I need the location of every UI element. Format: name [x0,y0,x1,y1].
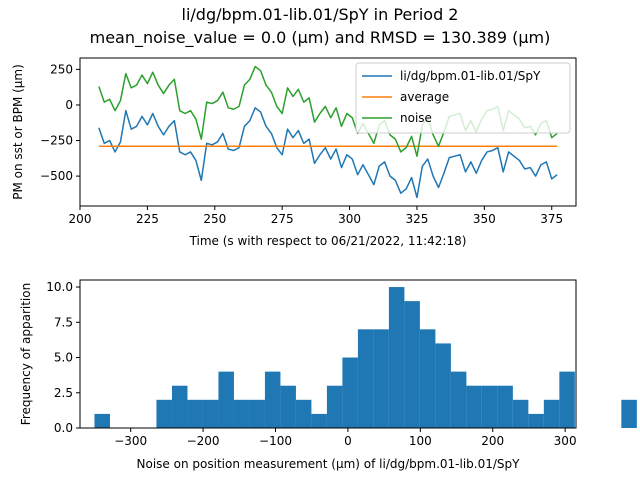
histogram-y-label: Frequency of apparition [19,283,33,425]
time-series-y-ticks: −500 −250 0 250 [40,62,80,183]
histogram-bar [373,329,389,428]
x-tick-label: 200 [69,212,92,226]
histogram-bar [404,301,420,428]
y-tick-label: 10.0 [46,280,73,294]
histogram-bar [357,329,374,428]
time-series-y-label: PM on sst or BPM (μm) [11,64,25,200]
y-tick-label: 0.0 [54,421,73,435]
x-tick-label: −200 [187,434,220,448]
histogram-bar [171,385,188,428]
figure-title-line1: li/dg/bpm.01-lib.01/SpY in Period 2 [182,5,459,24]
time-series-legend: li/dg/bpm.01-lib.01/SpY average noise [355,62,571,134]
histogram-bar [187,399,203,428]
y-tick-label: 0 [65,98,73,112]
y-tick-label: 7.5 [54,315,73,329]
histogram-bar [94,413,110,428]
x-tick-label: 325 [406,212,429,226]
y-tick-label: −500 [40,169,73,183]
x-tick-label: 200 [481,434,504,448]
y-tick-label: 250 [50,62,73,76]
histogram-bar [481,385,498,428]
x-tick-label: 0 [344,434,352,448]
series-line-li-dg-bpm-01-lib-01-spy [98,107,558,199]
histogram-plot: −300 −200 −100 0 100 200 300 0.02.55.07.510.0 … [19,279,637,471]
legend-label-average: average [400,90,449,104]
figure-title-line2: mean_noise_value = 0.0 (μm) and RMSD = 1… [90,28,551,48]
x-tick-label: 250 [203,212,226,226]
x-tick-label: −100 [259,434,292,448]
histogram-bar [342,357,358,428]
histogram-bars [94,287,637,428]
histogram-bar [264,371,281,428]
x-tick-label: −300 [114,434,147,448]
x-tick-label: 350 [473,212,496,226]
y-tick-label: 5.0 [54,351,73,365]
time-series-x-ticks: 200 225 250 275 300 325 350 375 [69,206,563,226]
x-tick-label: 300 [554,434,577,448]
x-tick-label: 225 [136,212,159,226]
legend-label-bpm: li/dg/bpm.01-lib.01/SpY [400,69,541,83]
time-series-x-label: Time (s with respect to 06/21/2022, 11:4… [189,234,467,248]
histogram-bar [311,413,327,428]
histogram-bar [156,399,172,428]
histogram-bar [388,287,405,428]
histogram-bar [218,371,234,428]
histogram-x-ticks: −300 −200 −100 0 100 200 300 [114,428,577,448]
histogram-bar [233,399,250,428]
legend-box [355,62,571,134]
histogram-bar [326,385,343,428]
histogram-bar [280,385,296,428]
histogram-bar [295,399,312,428]
histogram-bar [450,371,467,428]
histogram-bar [419,329,436,428]
histogram-axes-frame [79,279,577,429]
legend-label-noise: noise [400,111,432,125]
histogram-bar [543,399,560,428]
time-series-axes-frame [79,57,577,207]
histogram-bar [249,399,265,428]
histogram-x-label: Noise on position measurement (μm) of li… [137,457,521,471]
histogram-bar [528,413,544,428]
x-tick-label: 300 [338,212,361,226]
x-tick-label: 100 [409,434,432,448]
x-tick-label: 275 [271,212,294,226]
histogram-bar [466,385,482,428]
histogram-y-ticks: 0.0 2.5 5.0 7.5 10.0 [46,280,80,435]
x-tick-label: 375 [540,212,563,226]
histogram-bar [559,371,575,428]
y-tick-label: 2.5 [54,386,73,400]
histogram-bar [512,399,529,428]
y-tick-label: −250 [40,134,73,148]
histogram-bar [621,399,637,428]
histogram-bar [202,399,219,428]
time-series-plot: 200 225 250 275 300 325 350 375 −500 −250 0 250 Ti… [11,57,577,248]
histogram-bar [435,343,451,428]
histogram-bar [497,385,513,428]
